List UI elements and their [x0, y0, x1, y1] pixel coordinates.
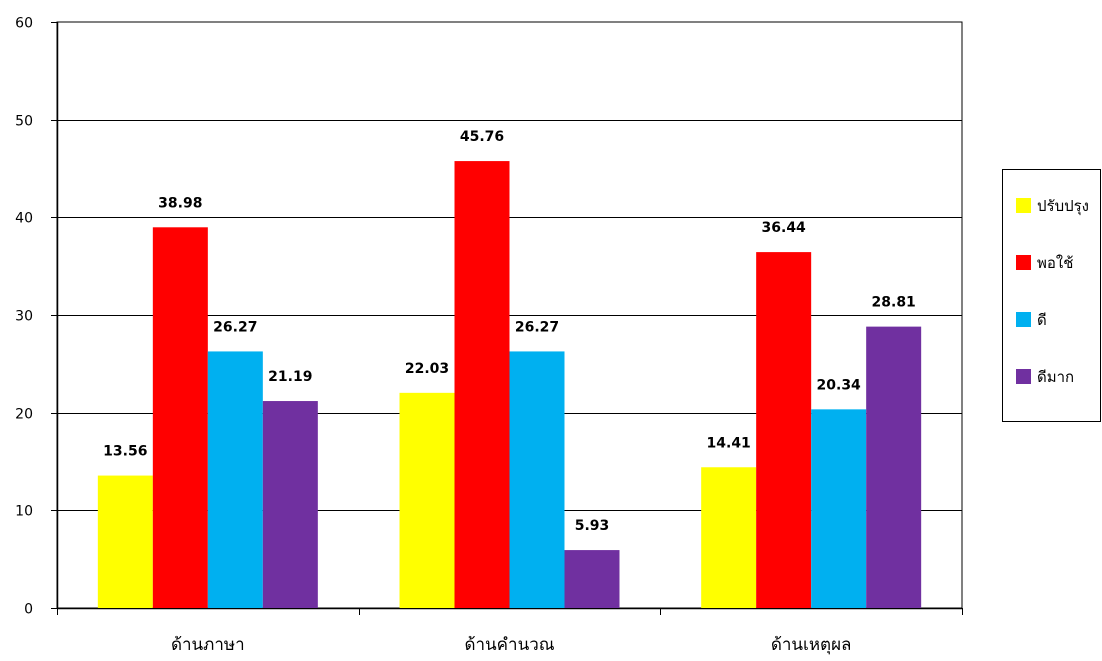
- x-tick-label: ด้านเหตุผล: [771, 635, 852, 655]
- data-label: 22.03: [405, 361, 449, 377]
- data-label: 26.27: [515, 319, 559, 335]
- data-labels: 13.56 22.03 14.41 38.98 45.76 36.44 26.27 26.27…: [103, 129, 916, 534]
- data-label: 14.41: [707, 435, 751, 451]
- legend-swatch: [1016, 312, 1031, 327]
- y-tick-label: 10: [15, 504, 33, 520]
- bar: [454, 161, 510, 608]
- y-axis: 0 10 20 30 40 50 60: [15, 16, 59, 618]
- legend-entry: พอใช้: [1037, 254, 1073, 272]
- x-tick-label: ด้านคำนวณ: [464, 635, 554, 655]
- y-tick-label: 60: [15, 16, 33, 32]
- x-axis: ด้านภาษา ด้านคำนวณ ด้านเหตุผล: [57, 607, 963, 655]
- data-label: 26.27: [213, 319, 257, 335]
- legend-entry: ปรับปรุง: [1037, 197, 1089, 216]
- y-tick-label: 20: [15, 407, 33, 423]
- bar: [866, 326, 922, 608]
- data-label: 20.34: [817, 377, 862, 393]
- bar: [811, 409, 867, 608]
- bar: [97, 475, 153, 608]
- legend-entry: ดี: [1037, 311, 1047, 329]
- data-label: 5.93: [575, 518, 610, 534]
- x-tick-label: ด้านภาษา: [171, 635, 245, 655]
- data-label: 21.19: [268, 369, 312, 385]
- bar: [509, 351, 565, 608]
- data-label: 28.81: [872, 295, 916, 311]
- data-label: 36.44: [762, 220, 807, 236]
- bar: [207, 351, 263, 608]
- legend-swatch: [1016, 255, 1031, 270]
- bar: [152, 227, 208, 608]
- bar: [262, 401, 318, 608]
- data-label: 45.76: [460, 129, 504, 145]
- y-tick-label: 40: [15, 211, 33, 227]
- bar: [701, 467, 757, 608]
- legend-entry: ดีมาก: [1037, 368, 1074, 386]
- data-label: 13.56: [103, 444, 147, 460]
- legend-swatch: [1016, 369, 1031, 384]
- bar: [756, 252, 812, 608]
- bar: [564, 550, 620, 608]
- y-tick-label: 0: [24, 602, 33, 618]
- y-tick-label: 30: [15, 309, 33, 325]
- data-label: 38.98: [158, 195, 202, 211]
- bar: [399, 392, 455, 608]
- y-tick-label: 50: [15, 114, 33, 130]
- legend-swatch: [1016, 198, 1031, 213]
- bars: [97, 161, 922, 608]
